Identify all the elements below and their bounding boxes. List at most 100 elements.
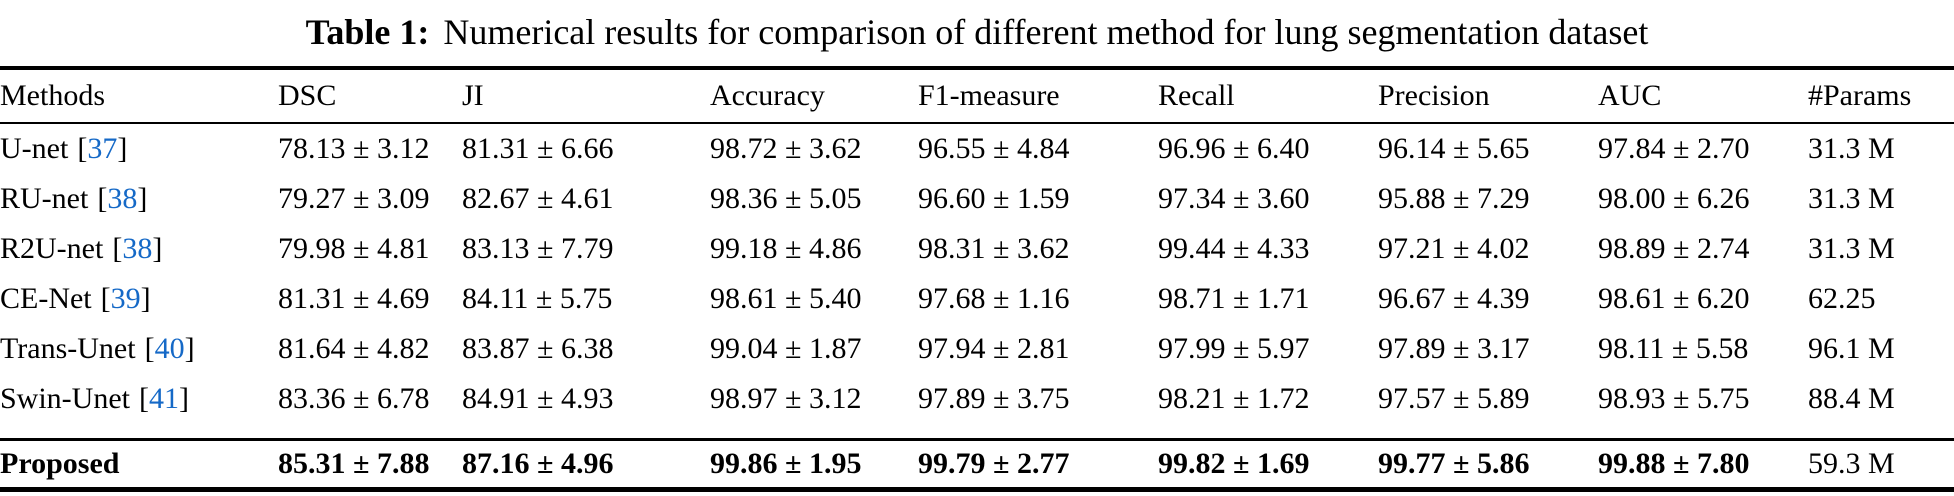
metric-cell: 78.13 ± 3.12 bbox=[278, 132, 430, 165]
metric-cell: 83.36 ± 6.78 bbox=[278, 382, 430, 415]
params-cell: 62.25 bbox=[1808, 282, 1876, 315]
metric-cell: 82.67 ± 4.61 bbox=[462, 182, 614, 215]
method-citation: [38] bbox=[112, 232, 162, 265]
metric-cell: 99.77 ± 5.86 bbox=[1378, 438, 1598, 490]
column-header-precision: Precision bbox=[1378, 68, 1598, 124]
metric-cell: 99.79 ± 2.77 bbox=[918, 438, 1158, 490]
method-cell: Swin-Unet [41] bbox=[0, 374, 278, 440]
metric-cell: 99.86 ± 1.95 bbox=[710, 438, 918, 490]
citation-link[interactable]: 38 bbox=[122, 232, 153, 265]
citation-link[interactable]: 39 bbox=[110, 282, 141, 315]
citation-link[interactable]: 41 bbox=[149, 382, 179, 415]
metric-cell: 96.60 ± 1.59 bbox=[918, 182, 1070, 215]
table-caption-text: Numerical results for comparison of diff… bbox=[443, 12, 1649, 52]
column-header-dsc: DSC bbox=[278, 68, 462, 124]
citation-close-bracket: ] bbox=[184, 332, 195, 365]
metric-cell: 98.72 ± 3.62 bbox=[710, 132, 862, 165]
table-row: U-net [37] 78.13 ± 3.12 81.31 ± 6.66 98.72 … bbox=[0, 123, 1954, 174]
method-cell: Trans-Unet [40] bbox=[0, 324, 278, 374]
metric-cell: 79.98 ± 4.81 bbox=[278, 232, 430, 265]
column-header-f1-measure: F1-measure bbox=[918, 68, 1158, 124]
metric-cell: 96.96 ± 6.40 bbox=[1158, 132, 1310, 165]
table-row: RU-net [38] 79.27 ± 3.09 82.67 ± 4.61 98.36… bbox=[0, 174, 1954, 224]
metric-cell: 99.88 ± 7.80 bbox=[1598, 438, 1808, 490]
metric-cell: 83.87 ± 6.38 bbox=[462, 332, 614, 365]
metric-cell: 84.91 ± 4.93 bbox=[462, 382, 614, 415]
method-citation: [39] bbox=[101, 282, 151, 315]
header-row: Methods DSC JI Accuracy F1-measure Recal… bbox=[0, 68, 1954, 124]
params-cell: 88.4 M bbox=[1808, 382, 1895, 415]
metric-cell: 84.11 ± 5.75 bbox=[462, 282, 613, 315]
metric-cell: 99.04 ± 1.87 bbox=[710, 332, 862, 365]
method-cell: CE-Net [39] bbox=[0, 274, 278, 324]
citation-open-bracket: [ bbox=[112, 232, 123, 265]
metric-cell: 85.31 ± 7.88 bbox=[278, 438, 462, 490]
column-header-accuracy: Accuracy bbox=[710, 68, 918, 124]
table-body: U-net [37] 78.13 ± 3.12 81.31 ± 6.66 98.72 … bbox=[0, 123, 1954, 490]
citation-close-bracket: ] bbox=[117, 132, 128, 165]
method-name: CE-Net bbox=[0, 282, 92, 315]
metric-cell: 97.21 ± 4.02 bbox=[1378, 232, 1530, 265]
citation-close-bracket: ] bbox=[137, 182, 148, 215]
method-cell: U-net [37] bbox=[0, 123, 278, 174]
citation-close-bracket: ] bbox=[140, 282, 151, 315]
table-row: Swin-Unet [41] 83.36 ± 6.78 84.91 ± 4.93 98… bbox=[0, 374, 1954, 440]
citation-link[interactable]: 38 bbox=[107, 182, 138, 215]
method-cell: Proposed bbox=[0, 438, 278, 490]
method-name: U-net bbox=[0, 132, 69, 165]
metric-cell: 97.57 ± 5.89 bbox=[1378, 382, 1530, 415]
metric-cell: 96.67 ± 4.39 bbox=[1378, 282, 1530, 315]
metric-cell: 81.64 ± 4.82 bbox=[278, 332, 430, 365]
metric-cell: 99.44 ± 4.33 bbox=[1158, 232, 1310, 265]
table-caption: Table 1: Numerical results for comparison… bbox=[0, 0, 1954, 66]
method-cell: R2U-net [38] bbox=[0, 224, 278, 274]
metric-cell: 87.16 ± 4.96 bbox=[462, 438, 710, 490]
results-table: Methods DSC JI Accuracy F1-measure Recal… bbox=[0, 66, 1954, 492]
metric-cell: 98.89 ± 2.74 bbox=[1598, 232, 1750, 265]
metric-cell: 99.82 ± 1.69 bbox=[1158, 438, 1378, 490]
metric-cell: 97.34 ± 3.60 bbox=[1158, 182, 1310, 215]
method-citation: [37] bbox=[77, 132, 127, 165]
table-row: Proposed 85.31 ± 7.88 87.16 ± 4.96 99.86 ±… bbox=[0, 438, 1954, 490]
metric-cell: 97.99 ± 5.97 bbox=[1158, 332, 1310, 365]
metric-cell: 79.27 ± 3.09 bbox=[278, 182, 430, 215]
metric-cell: 97.89 ± 3.17 bbox=[1378, 332, 1530, 365]
metric-cell: 95.88 ± 7.29 bbox=[1378, 182, 1530, 215]
metric-cell: 98.21 ± 1.72 bbox=[1158, 382, 1310, 415]
column-header-recall: Recall bbox=[1158, 68, 1378, 124]
method-name: Swin-Unet bbox=[0, 382, 130, 415]
column-header-auc: AUC bbox=[1598, 68, 1808, 124]
metric-cell: 98.11 ± 5.58 bbox=[1598, 332, 1749, 365]
method-name: Trans-Unet bbox=[0, 332, 136, 365]
citation-open-bracket: [ bbox=[144, 332, 155, 365]
column-header-params: #Params bbox=[1808, 68, 1954, 124]
method-name: RU-net bbox=[0, 182, 89, 215]
citation-open-bracket: [ bbox=[139, 382, 149, 415]
metric-cell: 98.71 ± 1.71 bbox=[1158, 282, 1310, 315]
metric-cell: 98.00 ± 6.26 bbox=[1598, 182, 1750, 215]
citation-open-bracket: [ bbox=[77, 132, 88, 165]
method-cell: RU-net [38] bbox=[0, 174, 278, 224]
method-citation: [41] bbox=[139, 382, 189, 415]
column-header-methods: Methods bbox=[0, 68, 278, 124]
method-citation: [40] bbox=[145, 332, 195, 365]
citation-link[interactable]: 37 bbox=[87, 132, 118, 165]
metric-cell: 98.36 ± 5.05 bbox=[710, 182, 862, 215]
metric-cell: 97.89 ± 3.75 bbox=[918, 382, 1070, 415]
metric-cell: 98.61 ± 6.20 bbox=[1598, 282, 1750, 315]
params-cell: 59.3 M bbox=[1808, 438, 1954, 490]
method-citation: [38] bbox=[97, 182, 147, 215]
metric-cell: 96.55 ± 4.84 bbox=[918, 132, 1070, 165]
metric-cell: 98.61 ± 5.40 bbox=[710, 282, 862, 315]
metric-cell: 97.94 ± 2.81 bbox=[918, 332, 1070, 365]
method-name: R2U-net bbox=[0, 232, 104, 265]
method-name: Proposed bbox=[0, 447, 120, 480]
params-cell: 31.3 M bbox=[1808, 132, 1895, 165]
metric-cell: 96.14 ± 5.65 bbox=[1378, 132, 1530, 165]
table-caption-label: Table 1: bbox=[305, 12, 430, 52]
citation-link[interactable]: 40 bbox=[154, 332, 185, 365]
metric-cell: 98.93 ± 5.75 bbox=[1598, 382, 1750, 415]
column-header-ji: JI bbox=[462, 68, 710, 124]
metric-cell: 98.31 ± 3.62 bbox=[918, 232, 1070, 265]
